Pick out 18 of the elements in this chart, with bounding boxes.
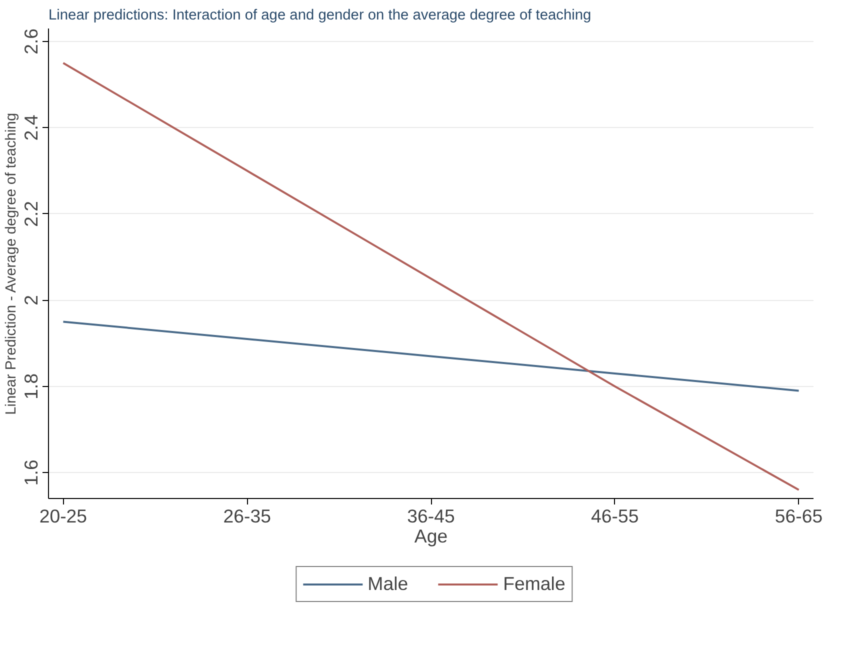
x-tick-label: 56-65: [774, 506, 823, 526]
x-tick-label: 46-55: [591, 506, 639, 526]
x-tick-label: 36-45: [407, 506, 455, 526]
legend-label: Female: [503, 573, 566, 595]
line-series: [62, 62, 800, 491]
y-tick-label: 1.6: [20, 460, 42, 486]
y-axis-title: Linear Prediction - Average degree of teaching: [4, 112, 20, 415]
y-tick-label: 2.2: [20, 200, 42, 227]
legend-label: Male: [368, 573, 408, 595]
y-tick-label: 2.6: [20, 28, 42, 54]
y-tick-label: 2.4: [20, 114, 42, 141]
y-tick-label: 2: [20, 294, 42, 306]
chart-title: Linear predictions: Interaction of age and gender on the average degree of teaching: [48, 8, 592, 24]
x-axis-title: Age: [414, 526, 448, 546]
x-tick-label: 26-35: [223, 506, 271, 526]
x-tick-label: 20-25: [39, 506, 88, 526]
line-series: [62, 320, 800, 392]
y-tick-label: 1.8: [20, 373, 42, 400]
